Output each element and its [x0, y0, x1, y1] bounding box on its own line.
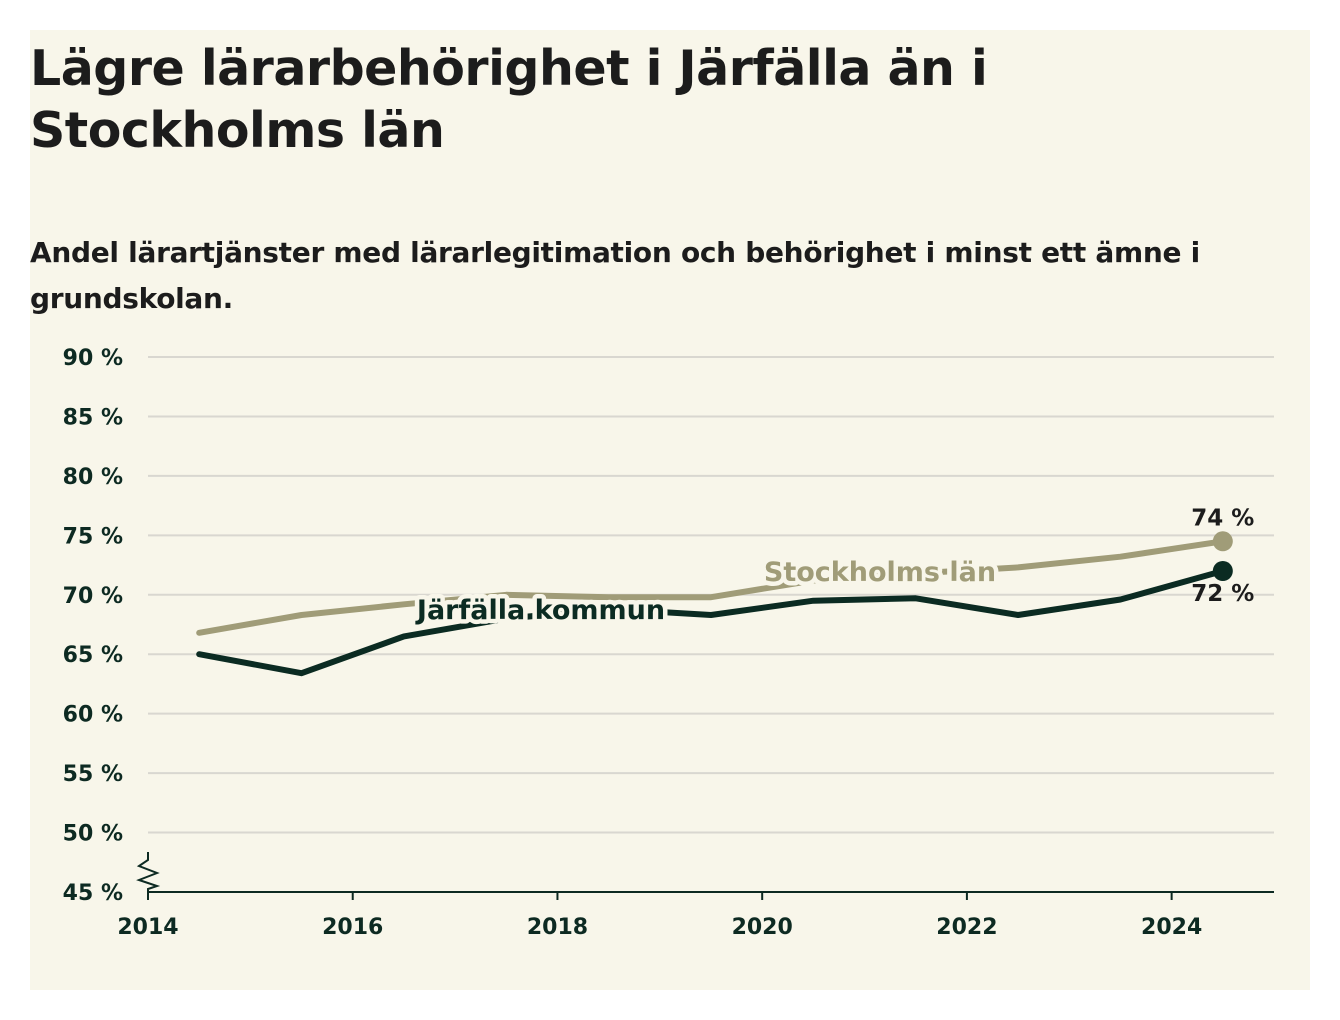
x-axis: 2014 2016 2018 2020 2022 2024 — [117, 852, 1274, 940]
end-value-label: 74 % — [1191, 505, 1254, 531]
y-axis-ticks: 45 % 50 % 55 % 60 % 65 % 70 % 75 % 80 % 85 % 90 % — [63, 346, 123, 906]
series-label-stockholms-lan: Stockholms län — [764, 557, 996, 588]
chart-card — [30, 30, 1310, 990]
series-line-1 — [196, 568, 1226, 677]
end-point-marker — [1212, 561, 1233, 581]
x-tick-label: 2024 — [1141, 915, 1202, 940]
x-tick-label: 2022 — [936, 915, 997, 940]
y-tick-label: 60 % — [63, 703, 123, 728]
y-tick-label: 80 % — [63, 465, 123, 490]
y-tick-label: 75 % — [63, 524, 123, 549]
chart-subtitle: Andel lärartjänster med lärarlegitimatio… — [30, 236, 1200, 315]
x-tick-label: 2014 — [117, 915, 178, 940]
x-tick-label: 2018 — [527, 915, 588, 940]
series-line-0 — [196, 538, 1226, 636]
end-value-label: 72 % — [1191, 581, 1254, 607]
y-tick-label: 65 % — [63, 643, 123, 668]
y-tick-label: 50 % — [63, 822, 123, 847]
chart-title: Lägre lärarbehörighet i Järfälla än i St… — [30, 40, 988, 159]
series-lines — [196, 531, 1233, 677]
series-labels: Stockholms län Järfälla kommun 74 % 72 % — [410, 505, 1254, 630]
axis-break-icon — [136, 852, 161, 892]
y-tick-label: 70 % — [63, 584, 123, 609]
gridlines — [148, 356, 1274, 834]
y-tick-label: 85 % — [63, 405, 123, 430]
end-point-marker — [1212, 531, 1233, 552]
x-tick-label: 2020 — [732, 915, 793, 940]
x-tick-label: 2016 — [322, 915, 383, 940]
y-tick-label: 55 % — [63, 762, 123, 787]
y-tick-label: 45 % — [63, 881, 123, 906]
series-label-jarfalla-kommun: Järfälla kommun — [415, 595, 665, 626]
y-tick-label: 90 % — [63, 346, 123, 371]
